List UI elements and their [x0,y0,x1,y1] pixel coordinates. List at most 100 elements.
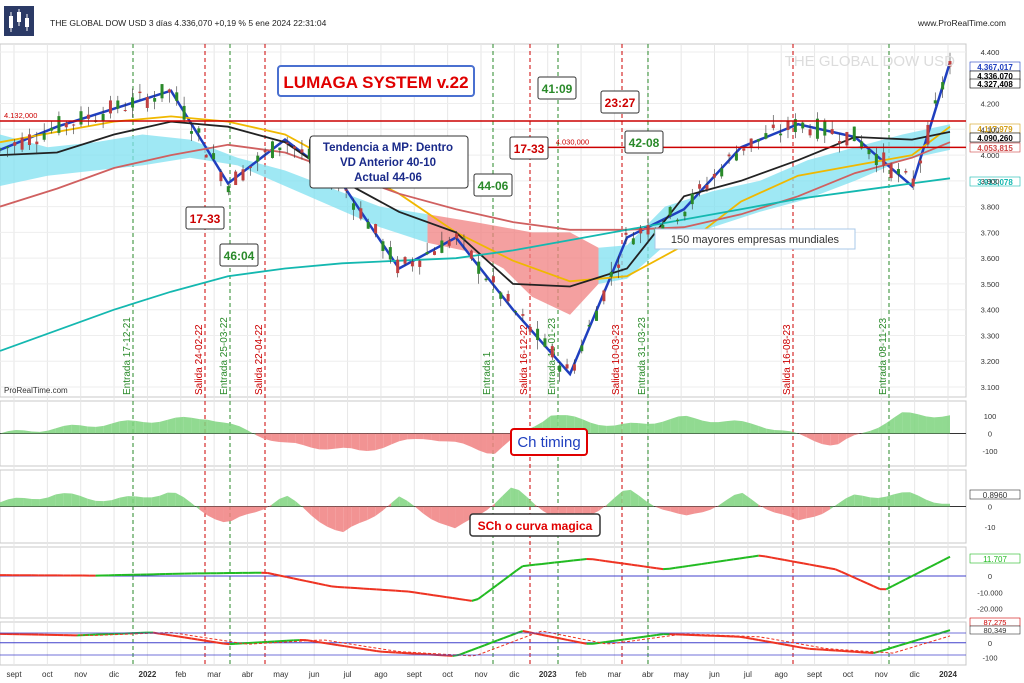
ch-timing-area-segment [407,433,416,440]
candle-body [145,97,149,108]
price-tag: 3.913,078 [977,178,1013,187]
candlestick-icon [9,9,29,32]
sch-area-segment [478,506,487,516]
osc4-line-segment [477,644,485,649]
ch-timing-area-segment [15,429,24,434]
sch-area-segment [263,504,272,510]
ch-timing-area-segment [726,420,735,434]
candle-body [874,154,878,166]
sch-area-segment [15,497,24,507]
sch-area-segment [407,500,416,507]
candle-body [64,122,68,128]
osc3-line-segment [682,564,689,568]
candle-body [668,206,672,216]
osc3-line-segment [573,558,581,562]
ch-timing-area-segment [39,430,48,434]
candle-body [410,261,414,267]
sch-area-segment [191,503,200,510]
ch-timing-area-segment [782,430,791,434]
osc4-line-segment [548,635,555,639]
sch-area-segment [590,506,599,515]
osc4-line-segment [637,635,645,639]
sch-area-segment [159,492,168,507]
sch-area-segment [798,506,807,521]
price-series-line [0,177,951,352]
osc4-line-segment [892,644,900,649]
sch-area-segment [431,506,440,523]
osc3-line-segment [943,555,951,561]
candle-body [543,338,547,347]
candle-body [160,84,164,99]
sch-area-segment [502,487,511,507]
ch-timing-area-segment [31,431,40,434]
ch-timing-area-segment [630,422,639,434]
osc4-line-segment [605,640,613,643]
osc4-line-segment [535,632,543,636]
ch-timing-area-segment [670,416,679,434]
y-tick-label: 3.700 [981,228,1000,237]
candle-body [278,147,282,151]
candle-body [926,124,930,145]
sch-area-segment [710,505,719,510]
ch-timing-area-segment [846,433,855,440]
osc4-line-segment [573,640,581,644]
sch-area-segment [878,496,887,507]
sch-area-segment [343,506,352,533]
ch-timing-area-segment [111,421,120,434]
osc4-line-segment [465,649,473,654]
instrument-title: THE GLOBAL DOW USD 3 días 4.336,070 +0,1… [50,18,327,28]
x-tick-label: jul [343,670,352,679]
ch-timing-area-segment [399,433,408,442]
ch-timing-area-segment [718,421,727,434]
osc3-line-segment [752,554,759,558]
osc3-line-segment [420,592,428,596]
osc3-line-segment [407,590,415,594]
signal-label: Entrada 08-11-23 [878,317,889,395]
ch-timing-area-segment [247,430,256,435]
price-tag: 4.117,979 [977,125,1013,134]
ch-timing-area-segment [638,423,647,434]
sch-area-segment [87,498,96,507]
osc3-line-segment [535,562,543,566]
candle-body [595,310,599,321]
ch-timing-area-segment [223,422,232,434]
candle-body [344,189,348,191]
x-tick-label: dic [509,670,519,679]
ch-timing-area-segment [295,433,304,446]
candle-body [72,124,76,126]
sch-area-segment [654,506,663,510]
osc3-line-segment [483,588,492,596]
candle-body [197,128,201,133]
candle-body [189,131,193,134]
ch-timing-area-segment [71,424,80,434]
osc3-line-segment [529,563,536,567]
candle-body [801,122,805,129]
osc3-line-segment [541,562,549,565]
osc3-line-segment [790,560,798,564]
candle-body [580,345,584,352]
osc3-line-segment [777,557,785,561]
candle-body [484,278,488,281]
y-tick-label: -100 [982,447,997,456]
osc3-line-segment [656,567,664,571]
candle-body [0,148,2,151]
candle-body [403,257,407,264]
site-link[interactable]: www.ProRealTime.com [917,18,1006,28]
osc4-line-segment [203,639,211,643]
osc4-value: 87,275 [984,618,1007,627]
ch-timing-area-segment [79,425,88,434]
osc3-line-segment [267,572,275,576]
osc3-line-segment [515,565,524,572]
y-tick-label: 3.600 [981,254,1000,263]
sch-area-segment [0,499,8,507]
ch-timing-area-segment [143,422,152,434]
candle-body [175,92,179,101]
sch-area-segment [534,504,543,511]
osc4-line-segment [898,642,906,647]
osc4-line-segment [924,635,932,639]
ch-timing-area-segment [806,433,815,442]
ch-timing-area-segment [686,415,695,434]
level-label: 4.030,000 [556,137,589,146]
sch-area-segment [375,506,384,517]
candle-body [388,247,392,260]
